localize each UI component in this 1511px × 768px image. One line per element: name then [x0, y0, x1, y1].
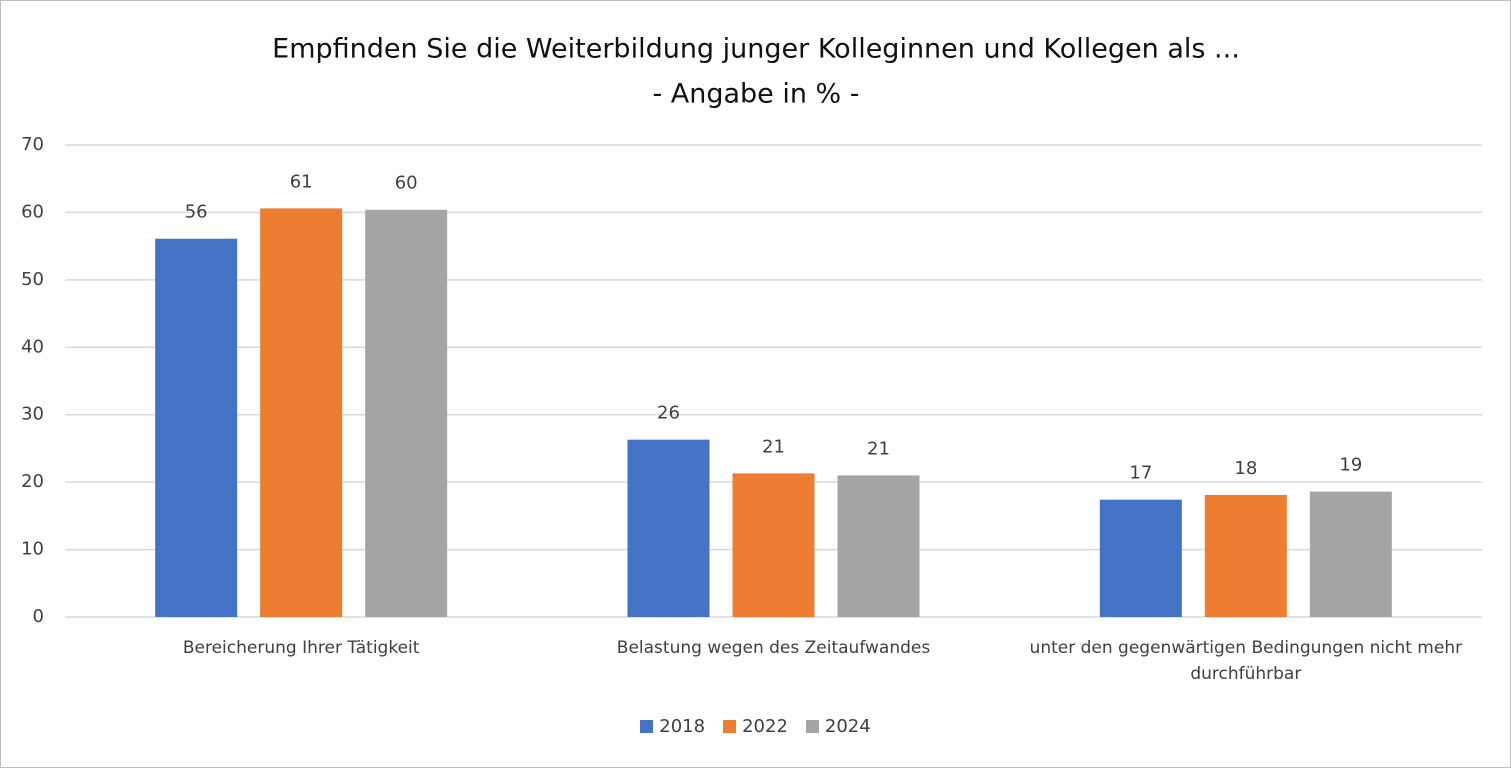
data-label: 17: [1129, 463, 1152, 484]
bar: [837, 475, 920, 617]
bar: [155, 238, 238, 617]
legend-item: 2024: [805, 716, 871, 737]
y-tick-label: 70: [21, 134, 44, 155]
x-tick-label: Bereicherung Ihrer Tätigkeit: [182, 638, 420, 658]
legend-label: 2024: [824, 716, 871, 737]
y-tick-label: 40: [21, 336, 44, 357]
legend-label: 2018: [659, 716, 706, 737]
data-label: 26: [657, 403, 680, 424]
data-label: 60: [395, 173, 418, 194]
data-label: 21: [867, 438, 890, 459]
bar: [1099, 499, 1182, 617]
legend: 2018 2022 2024: [0, 716, 1511, 737]
y-tick-label: 10: [21, 539, 44, 560]
legend-swatch: [723, 720, 737, 733]
y-tick-label: 20: [21, 471, 44, 492]
y-tick-label: 0: [33, 606, 44, 627]
data-label: 21: [762, 436, 785, 457]
legend-item: 2022: [723, 716, 788, 737]
bar: [365, 209, 448, 617]
legend-item: 2018: [640, 716, 705, 737]
x-tick-label: Belastung wegen des Zeitaufwandes: [616, 638, 931, 658]
chart-title: Empfinden Sie die Weiterbildung junger K…: [272, 34, 1240, 65]
bar: [1204, 494, 1287, 617]
y-tick-label: 30: [21, 404, 44, 425]
bar: [627, 439, 710, 617]
data-label: 56: [185, 202, 208, 223]
y-tick-label: 50: [21, 269, 44, 290]
bar: [1309, 491, 1392, 617]
legend-swatch: [805, 720, 819, 733]
legend-swatch: [640, 720, 654, 733]
x-tick-label: unter den gegenwärtigen Bedingungen nich…: [1029, 638, 1463, 684]
chart-subtitle: - Angabe in % -: [652, 79, 859, 110]
bar: [260, 208, 343, 617]
bar: [732, 473, 815, 617]
data-label: 61: [290, 171, 313, 192]
data-label: 18: [1234, 458, 1257, 479]
data-label: 19: [1339, 455, 1362, 476]
y-tick-label: 60: [21, 201, 44, 222]
legend-label: 2022: [742, 716, 788, 737]
